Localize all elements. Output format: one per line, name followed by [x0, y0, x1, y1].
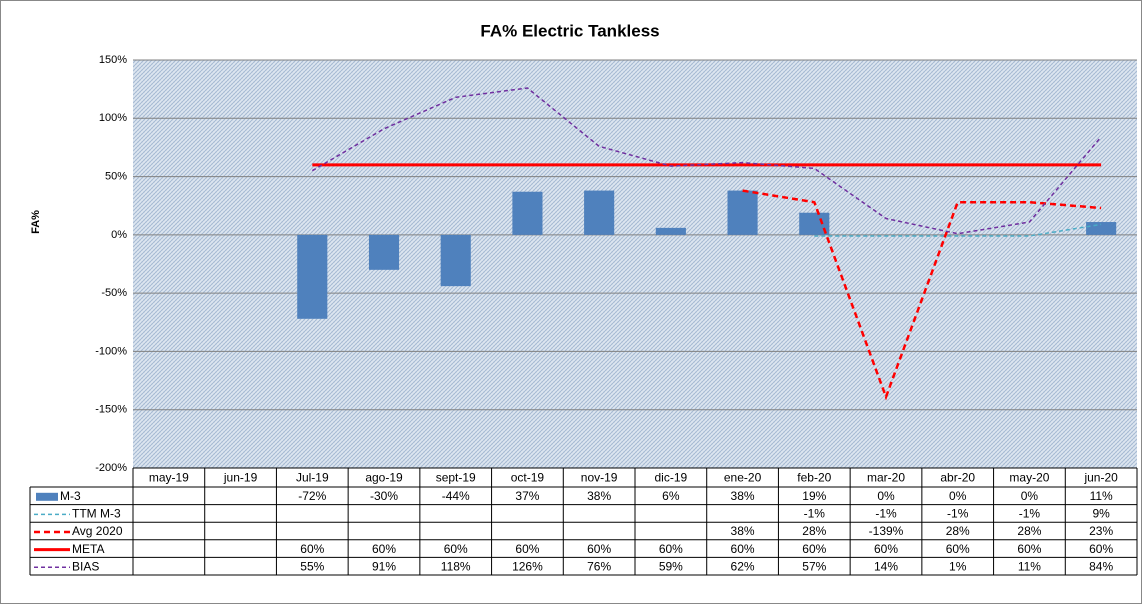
table-cell: 11%: [1018, 559, 1041, 573]
x-tick-label: may-20: [1009, 471, 1049, 485]
x-tick-label: jun-19: [223, 471, 258, 485]
table-cell: 60%: [444, 542, 468, 556]
plot-area: [133, 60, 1137, 468]
x-tick-label: ago-19: [365, 471, 403, 485]
legend-label: TTM M-3: [72, 507, 121, 521]
x-tick-label: oct-19: [511, 471, 545, 485]
table-cell: 0%: [949, 489, 967, 503]
y-tick-label: 150%: [99, 54, 127, 66]
legend-label: Avg 2020: [72, 524, 123, 538]
table-cell: 0%: [1021, 489, 1039, 503]
y-axis-label: FA%: [30, 210, 42, 234]
table-cell: 38%: [731, 489, 755, 503]
table-cell: 28%: [802, 524, 826, 538]
table-cell: 38%: [731, 524, 755, 538]
x-tick-label: Jul-19: [296, 471, 329, 485]
chart-title: FA% Electric Tankless: [480, 21, 659, 40]
table-cell: -44%: [442, 489, 470, 503]
x-tick-label: nov-19: [581, 471, 618, 485]
y-tick-label: 100%: [99, 112, 127, 124]
table-cell: 28%: [1017, 524, 1041, 538]
table-cell: 84%: [1089, 559, 1113, 573]
table-cell: 1%: [949, 559, 967, 573]
legend-label: META: [72, 542, 104, 556]
bar: [368, 234, 400, 270]
table-cell: 0%: [877, 489, 895, 503]
line-series: [814, 223, 1102, 237]
x-tick-label: feb-20: [797, 471, 831, 485]
table-cell: 59%: [659, 559, 683, 573]
table-cell: -72%: [298, 489, 326, 503]
y-tick-label: 0%: [111, 229, 127, 241]
table-cell: 60%: [731, 542, 755, 556]
table-cell: 62%: [731, 559, 755, 573]
table-cell: 118%: [441, 559, 471, 573]
table-cell: 91%: [372, 559, 396, 573]
table-cell: 55%: [300, 559, 324, 573]
x-tick-label: jun-20: [1083, 471, 1118, 485]
x-tick-label: mar-20: [867, 471, 905, 485]
legend-label: BIAS: [72, 559, 99, 573]
table-cell: 60%: [659, 542, 683, 556]
x-tick-label: sept-19: [436, 471, 476, 485]
table-cell: -1%: [1019, 507, 1041, 521]
table-cell: 60%: [515, 542, 539, 556]
bar: [512, 191, 543, 235]
legend-label: M-3: [60, 489, 81, 503]
y-tick-label: -200%: [95, 462, 127, 474]
table-cell: -30%: [370, 489, 398, 503]
table-cell: -1%: [947, 507, 969, 521]
bar: [584, 190, 615, 235]
bar: [297, 234, 328, 319]
table-cell: -139%: [869, 524, 904, 538]
table-cell: 14%: [874, 559, 898, 573]
table-cell: 126%: [512, 559, 543, 573]
table-cell: 60%: [874, 542, 898, 556]
line-series: [742, 189, 1102, 401]
table-cell: 28%: [946, 524, 970, 538]
table-cell: 23%: [1089, 524, 1113, 538]
table-cell: 60%: [1089, 542, 1113, 556]
y-tick-label: -150%: [95, 404, 127, 416]
bar: [727, 190, 758, 235]
x-tick-label: dic-19: [655, 471, 688, 485]
table-cell: 57%: [802, 559, 826, 573]
x-tick-label: may-19: [149, 471, 189, 485]
table-cell: 9%: [1092, 507, 1110, 521]
table-cell: 60%: [587, 542, 611, 556]
table-cell: 60%: [1017, 542, 1041, 556]
y-tick-label: -100%: [95, 345, 127, 357]
table-cell: 38%: [587, 489, 611, 503]
x-tick-label: abr-20: [940, 471, 975, 485]
table-cell: 19%: [802, 489, 826, 503]
bar: [440, 234, 471, 287]
bar: [1086, 222, 1117, 235]
table-cell: 60%: [946, 542, 970, 556]
table-cell: -1%: [804, 507, 826, 521]
legend-key: [36, 492, 58, 501]
table-cell: 60%: [802, 542, 826, 556]
y-tick-label: 50%: [105, 170, 127, 182]
x-tick-label: ene-20: [724, 471, 762, 485]
table-cell: 60%: [372, 542, 396, 556]
table-cell: 37%: [515, 489, 539, 503]
bar: [655, 227, 686, 235]
y-tick-label: -50%: [101, 287, 127, 299]
line-series: [311, 87, 1102, 235]
table-cell: 6%: [662, 489, 680, 503]
table-cell: 76%: [587, 559, 611, 573]
bar: [799, 212, 830, 235]
table-cell: -1%: [875, 507, 897, 521]
table-cell: 60%: [300, 542, 324, 556]
table-cell: 11%: [1090, 489, 1113, 503]
